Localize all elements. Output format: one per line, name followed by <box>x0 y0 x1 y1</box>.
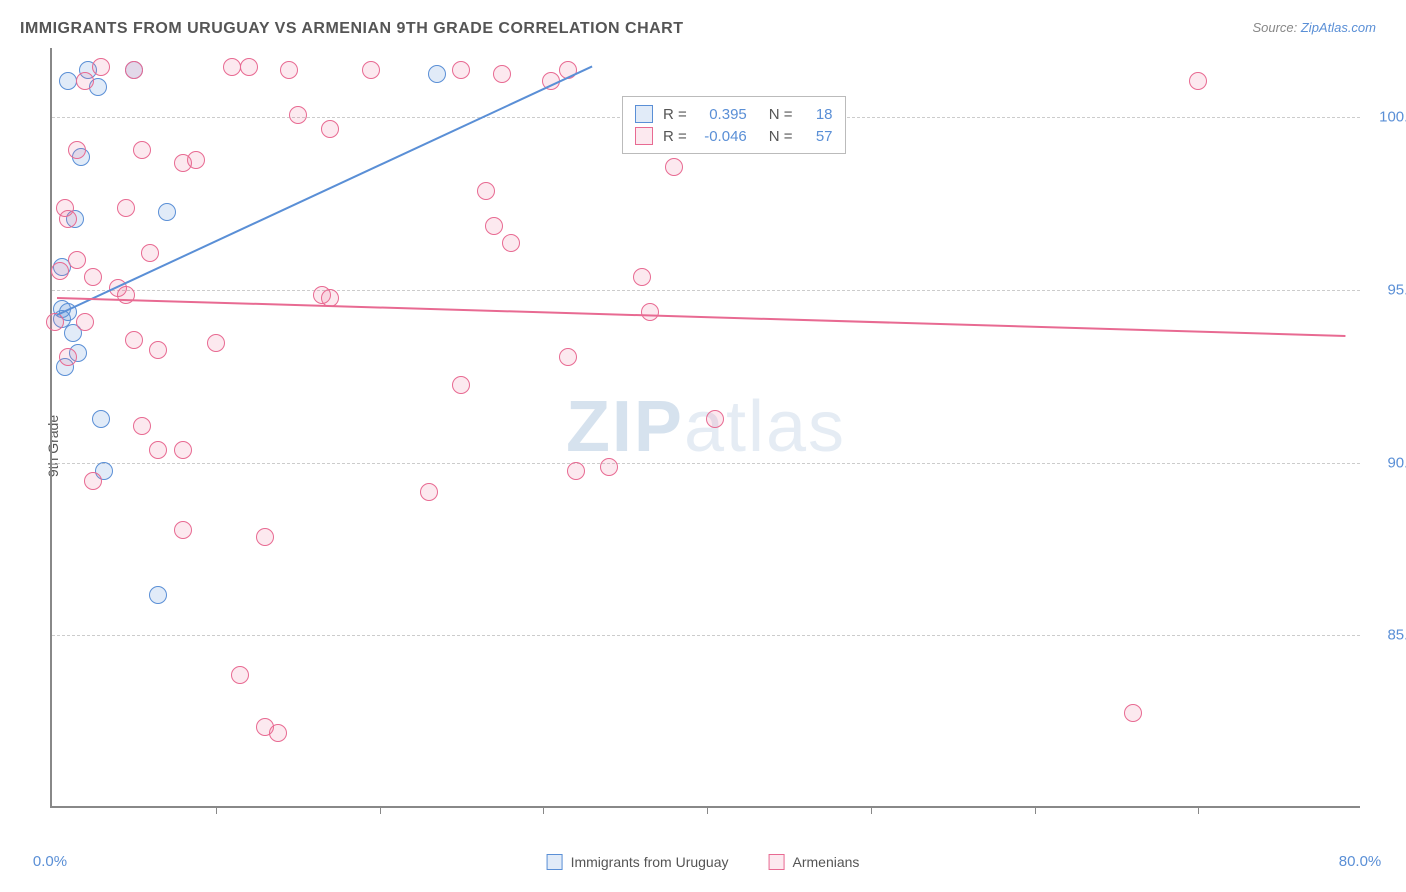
scatter-point <box>207 334 225 352</box>
legend-r-value: 0.395 <box>697 106 747 123</box>
scatter-point <box>133 141 151 159</box>
scatter-point <box>269 724 287 742</box>
x-tick <box>1198 806 1199 814</box>
source-link[interactable]: ZipAtlas.com <box>1301 20 1376 35</box>
correlation-legend: R = 0.395 N = 18 R = -0.046 N = 57 <box>622 96 846 154</box>
scatter-point <box>117 199 135 217</box>
scatter-point <box>321 120 339 138</box>
legend-item: Armenians <box>769 854 860 870</box>
trend-line <box>57 297 1346 337</box>
source-attribution: Source: ZipAtlas.com <box>1252 20 1376 35</box>
y-tick-label: 100.0% <box>1379 109 1406 126</box>
legend-r-label: R = <box>663 128 687 145</box>
legend-row: R = 0.395 N = 18 <box>635 103 833 125</box>
scatter-point <box>559 348 577 366</box>
scatter-point <box>493 65 511 83</box>
scatter-point <box>149 341 167 359</box>
scatter-point <box>133 417 151 435</box>
legend-r-label: R = <box>663 106 687 123</box>
scatter-point <box>420 483 438 501</box>
legend-n-value: 18 <box>803 106 833 123</box>
scatter-point <box>46 313 64 331</box>
x-tick-label: 0.0% <box>33 853 67 870</box>
x-tick <box>216 806 217 814</box>
scatter-point <box>256 528 274 546</box>
scatter-point <box>76 72 94 90</box>
scatter-point <box>187 151 205 169</box>
scatter-point <box>68 251 86 269</box>
scatter-point <box>452 376 470 394</box>
x-tick <box>871 806 872 814</box>
y-tick-label: 90.0% <box>1387 454 1406 471</box>
scatter-point <box>280 61 298 79</box>
watermark-bold: ZIP <box>566 387 684 467</box>
scatter-point <box>485 217 503 235</box>
scatter-point <box>59 72 77 90</box>
scatter-point <box>92 58 110 76</box>
legend-row: R = -0.046 N = 57 <box>635 125 833 147</box>
scatter-point <box>600 458 618 476</box>
scatter-point <box>502 234 520 252</box>
x-tick <box>380 806 381 814</box>
watermark-light: atlas <box>684 387 846 467</box>
scatter-point <box>1124 704 1142 722</box>
scatter-point <box>477 182 495 200</box>
scatter-point <box>59 348 77 366</box>
scatter-point <box>68 141 86 159</box>
gridline <box>52 463 1360 464</box>
plot-area: ZIPatlas R =0.395N =18R =-0.046N =57 85.… <box>50 48 1360 808</box>
trend-line <box>56 65 592 316</box>
scatter-point <box>76 313 94 331</box>
scatter-point <box>223 58 241 76</box>
scatter-point <box>240 58 258 76</box>
scatter-point <box>125 61 143 79</box>
scatter-point <box>231 666 249 684</box>
chart-title: IMMIGRANTS FROM URUGUAY VS ARMENIAN 9TH … <box>20 20 684 38</box>
scatter-point <box>362 61 380 79</box>
scatter-point <box>174 441 192 459</box>
scatter-point <box>92 410 110 428</box>
y-tick-label: 85.0% <box>1387 627 1406 644</box>
x-tick-label: 80.0% <box>1339 853 1382 870</box>
scatter-point <box>84 472 102 490</box>
legend-n-label: N = <box>769 128 793 145</box>
legend-series-name: Armenians <box>793 854 860 870</box>
scatter-point <box>51 262 69 280</box>
scatter-point <box>158 203 176 221</box>
legend-swatch <box>769 854 785 870</box>
x-tick <box>543 806 544 814</box>
scatter-point <box>665 158 683 176</box>
legend-swatch <box>547 854 563 870</box>
scatter-point <box>174 521 192 539</box>
legend-r-value: -0.046 <box>697 128 747 145</box>
scatter-point <box>289 106 307 124</box>
x-tick <box>1035 806 1036 814</box>
legend-n-label: N = <box>769 106 793 123</box>
legend-swatch <box>635 127 653 145</box>
legend-swatch <box>635 105 653 123</box>
x-tick <box>707 806 708 814</box>
source-label: Source: <box>1252 20 1300 35</box>
scatter-point <box>641 303 659 321</box>
scatter-point <box>633 268 651 286</box>
legend-item: Immigrants from Uruguay <box>547 854 729 870</box>
y-tick-label: 95.0% <box>1387 281 1406 298</box>
scatter-point <box>1189 72 1207 90</box>
scatter-point <box>141 244 159 262</box>
gridline <box>52 290 1360 291</box>
scatter-point <box>149 586 167 604</box>
scatter-point <box>125 331 143 349</box>
series-legend: Immigrants from Uruguay Armenians <box>547 854 860 870</box>
scatter-point <box>428 65 446 83</box>
gridline <box>52 635 1360 636</box>
scatter-point <box>84 268 102 286</box>
legend-series-name: Immigrants from Uruguay <box>571 854 729 870</box>
scatter-point <box>706 410 724 428</box>
legend-n-value: 57 <box>803 128 833 145</box>
scatter-point <box>56 199 74 217</box>
scatter-point <box>452 61 470 79</box>
scatter-point <box>149 441 167 459</box>
watermark: ZIPatlas <box>566 386 846 468</box>
scatter-point <box>567 462 585 480</box>
